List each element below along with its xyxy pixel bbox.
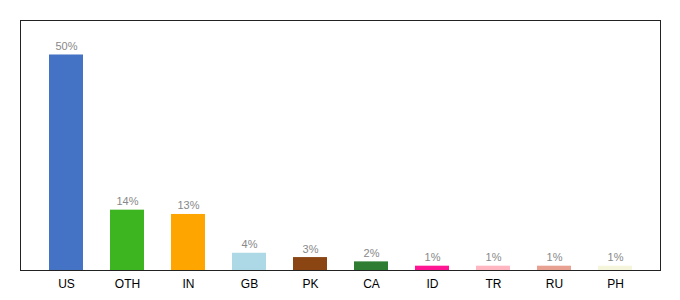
svg-text:GB: GB	[241, 277, 258, 291]
svg-text:OTH: OTH	[115, 277, 140, 291]
svg-text:US: US	[58, 277, 75, 291]
svg-text:50%: 50%	[55, 40, 77, 52]
svg-text:PH: PH	[607, 277, 624, 291]
svg-text:CA: CA	[363, 277, 380, 291]
svg-text:1%: 1%	[486, 251, 502, 263]
svg-text:13%: 13%	[177, 199, 199, 211]
svg-text:PK: PK	[302, 277, 318, 291]
svg-text:IN: IN	[183, 277, 195, 291]
svg-text:2%: 2%	[364, 247, 380, 259]
svg-text:RU: RU	[546, 277, 563, 291]
svg-text:1%: 1%	[608, 251, 624, 263]
svg-text:4%: 4%	[242, 238, 258, 250]
svg-text:14%: 14%	[116, 195, 138, 207]
svg-text:1%: 1%	[547, 251, 563, 263]
svg-text:3%: 3%	[303, 243, 319, 255]
svg-text:TR: TR	[486, 277, 502, 291]
svg-text:1%: 1%	[425, 251, 441, 263]
svg-text:ID: ID	[427, 277, 439, 291]
